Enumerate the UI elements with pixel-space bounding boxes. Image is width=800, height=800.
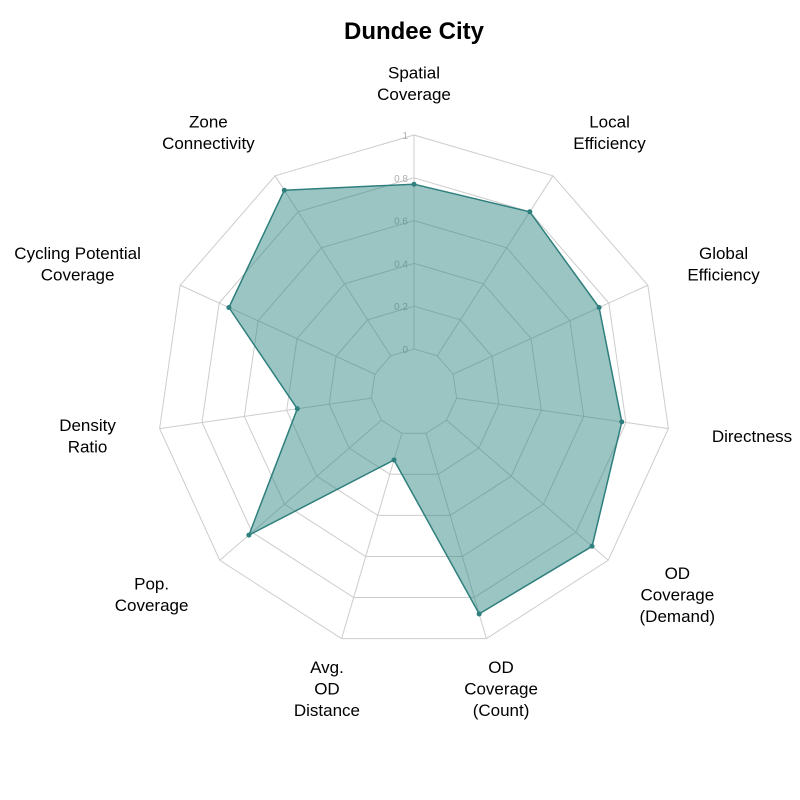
series-area [228, 183, 623, 615]
axis-spoke [452, 284, 648, 375]
data-series [226, 181, 625, 617]
axis-label: Zone Connectivity [162, 112, 255, 153]
axis-label: Avg. OD Distance [294, 658, 360, 720]
axis-label: Local Efficiency [573, 112, 646, 153]
radial-tick-label: 0.4 [394, 259, 408, 270]
axis-spoke [456, 397, 669, 430]
axis-label-line: Connectivity [162, 134, 255, 153]
axis-spoke [159, 397, 372, 430]
grid-ring [328, 305, 500, 475]
radial-tick-label: 0.2 [394, 302, 408, 313]
grid-ring [286, 262, 542, 516]
axis-label-line: Coverage [115, 596, 189, 615]
data-point [619, 419, 625, 425]
axis-label-line: Spatial [388, 63, 440, 82]
grid-ring [159, 134, 669, 640]
axis-label: Cycling Potential Coverage [14, 244, 141, 285]
axis-label-line: Distance [294, 701, 360, 720]
radial-tick-label: 0.8 [394, 174, 408, 185]
axis-label-line: Coverage [377, 85, 451, 104]
chart-title: Dundee City [344, 18, 485, 45]
data-point [226, 304, 232, 310]
axis-label-line: OD [665, 564, 691, 583]
data-point [294, 406, 300, 412]
axis-label-line: Density [59, 416, 116, 435]
radial-tick-label: 0 [402, 345, 408, 356]
axis-spoke [180, 284, 376, 375]
axis-label-line: Global [699, 244, 748, 263]
axis-label: Global Efficiency [687, 244, 760, 285]
axis-label-line: Zone [189, 112, 228, 131]
axis-spoke [274, 175, 392, 357]
data-point [476, 611, 482, 617]
axis-spoke [341, 433, 403, 639]
axis-label-line: Ratio [68, 438, 108, 457]
axis-label-line: Coverage [464, 679, 538, 698]
axis-label-line: Coverage [640, 585, 714, 604]
data-point [596, 304, 602, 310]
axis-label: Pop. Coverage [115, 575, 189, 616]
grid-ring [243, 220, 585, 557]
data-point [281, 187, 287, 193]
axis-label: OD Coverage (Count) [464, 658, 538, 720]
axis-label-line: Coverage [41, 265, 115, 284]
data-point [391, 457, 397, 463]
axis-spoke [436, 175, 554, 357]
data-point [589, 543, 595, 549]
axis-label: Spatial Coverage [377, 63, 451, 104]
axis-label-line: Cycling Potential [14, 244, 141, 263]
axis-labels: Spatial Coverage Local Efficiency Global Effi… [14, 63, 792, 720]
axis-spoke [425, 433, 487, 639]
grid-ring [201, 177, 627, 598]
axis-label-line: Efficiency [687, 265, 760, 284]
axis-label-line: OD [488, 658, 514, 677]
radar-grid [159, 134, 669, 640]
radial-tick-labels: 0 0.2 0.4 0.6 0.8 1 [394, 131, 408, 356]
data-point [411, 181, 417, 187]
axis-label: Directness [712, 427, 792, 446]
radial-tick-label: 0.6 [394, 217, 408, 228]
axis-label: OD Coverage (Demand) [640, 564, 716, 626]
axis-label-line: (Count) [473, 701, 530, 720]
axis-label-line: OD [314, 679, 340, 698]
data-point [527, 209, 533, 215]
axis-spoke [219, 419, 382, 561]
radial-tick-label: 1 [402, 131, 408, 142]
axis-label-line: Pop. [134, 575, 169, 594]
axis-label-line: Directness [712, 427, 792, 446]
axis-label-line: (Demand) [640, 607, 716, 626]
data-point [246, 532, 252, 538]
axis-label-line: Local [589, 112, 630, 131]
axis-label-line: Avg. [310, 658, 344, 677]
axis-spoke [446, 419, 609, 561]
axis-label-line: Efficiency [573, 134, 646, 153]
grid-ring [370, 348, 458, 434]
axis-label: Density Ratio [59, 416, 116, 457]
